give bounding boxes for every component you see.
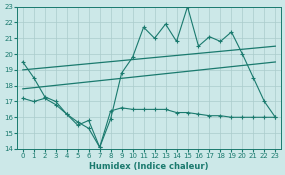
- X-axis label: Humidex (Indice chaleur): Humidex (Indice chaleur): [89, 162, 209, 171]
